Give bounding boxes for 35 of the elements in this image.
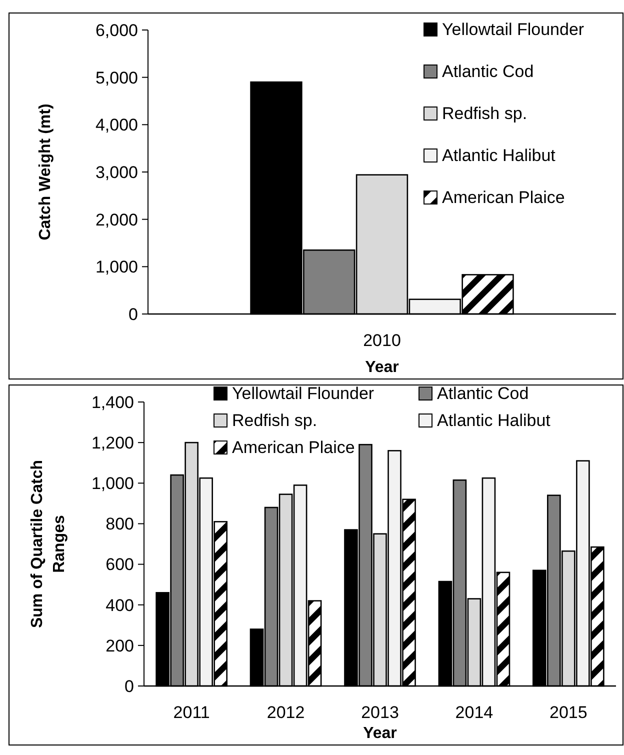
legend-label: Yellowtail Flounder	[442, 20, 584, 39]
y-tick-label: 400	[106, 596, 134, 615]
y-tick-label: 0	[128, 304, 138, 324]
y-tick-label: 5,000	[95, 68, 138, 88]
legend-label: American Plaice	[232, 438, 355, 457]
y-tick-label: 1,000	[91, 474, 134, 494]
x-axis-title: Year	[363, 725, 397, 742]
y-tick-label: 200	[106, 636, 134, 656]
y-tick-label: 1,200	[91, 434, 134, 453]
y-axis-title: Catch Weight (mt)	[37, 104, 54, 240]
y-tick-label: 4,000	[95, 116, 138, 135]
legend-label: Atlantic Halibut	[437, 411, 551, 430]
legend-label: Atlantic Cod	[437, 384, 529, 403]
y-tick-label: 6,000	[95, 20, 138, 40]
y-tick-label: 1,000	[95, 258, 138, 277]
x-tick-label: 2010	[363, 331, 401, 350]
legend-label: Atlantic Halibut	[442, 146, 556, 165]
x-tick-label: 2011	[173, 703, 210, 722]
y-tick-label: 0	[124, 676, 134, 696]
y-tick-label: 600	[106, 555, 134, 574]
y-tick-label: 800	[106, 514, 134, 534]
y-tick-label: 2,000	[95, 210, 138, 230]
x-tick-label: 2012	[266, 703, 305, 722]
x-tick-label: 2014	[455, 703, 494, 722]
legend-label: American Plaice	[442, 188, 565, 207]
y-tick-label: 3,000	[95, 162, 138, 182]
legend-label: Redfish sp.	[232, 411, 318, 430]
x-axis-title: Year	[365, 359, 399, 376]
x-tick-label: 2015	[550, 703, 588, 722]
y-axis-title: Sum of Quartile Catch Ranges	[29, 460, 68, 628]
legend-label: Yellowtail Flounder	[232, 384, 374, 403]
x-tick-label: 2013	[361, 703, 399, 722]
legend-label: Redfish sp.	[442, 104, 528, 123]
legend-label: Atlantic Cod	[442, 62, 534, 81]
y-tick-label: 1,400	[91, 392, 134, 412]
